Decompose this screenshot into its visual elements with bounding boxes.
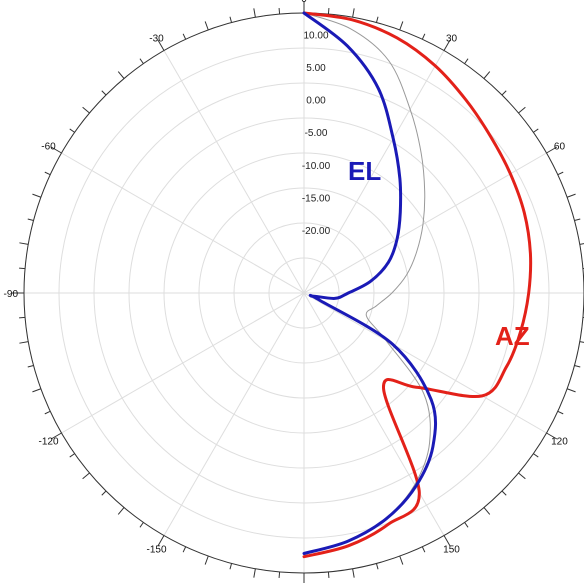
- radial-label: -5.00: [305, 128, 328, 139]
- angle-tick: [139, 522, 144, 528]
- radial-labels: 10.00 5.00 0.00 -5.00 -10.00 -15.00 -20.00: [302, 31, 331, 237]
- angle-tick: [443, 39, 451, 51]
- angle-tick: [574, 364, 581, 368]
- angle-tick: [19, 242, 29, 245]
- angle-tick: [182, 33, 187, 40]
- angle-tick: [557, 410, 564, 415]
- angle-label: 120: [551, 437, 568, 448]
- angle-tick: [229, 16, 233, 23]
- angle-tick: [117, 507, 125, 515]
- radial-label: -20.00: [302, 226, 331, 237]
- angle-tick: [579, 341, 584, 343]
- angle-tick: [421, 546, 426, 553]
- angle-tick: [82, 472, 90, 480]
- angle-tick: [229, 563, 233, 570]
- angle-label: 0: [301, 0, 307, 5]
- angle-label: 30: [446, 34, 458, 45]
- angle-tick: [518, 106, 526, 114]
- angle-tick: [69, 128, 75, 133]
- angle-tick: [352, 8, 355, 18]
- radial-label: 0.00: [306, 96, 326, 107]
- polar-grid: [23, 12, 584, 574]
- angle-label: -90: [4, 289, 19, 300]
- angle-tick: [19, 316, 26, 319]
- angle-labels: 030609120150-180-150-120-90-60-30: [4, 0, 569, 555]
- angle-tick: [182, 546, 187, 553]
- angle-tick: [375, 563, 379, 570]
- angle-tick: [399, 21, 404, 31]
- angle-tick: [327, 571, 330, 578]
- angle-tick: [483, 507, 491, 515]
- angle-label: 150: [443, 544, 460, 555]
- angle-tick: [50, 432, 62, 440]
- angle-tick: [253, 8, 256, 18]
- angle-label: 60: [554, 142, 566, 153]
- angle-tick: [421, 33, 426, 40]
- angle-tick: [32, 193, 42, 198]
- angle-tick: [278, 571, 281, 578]
- series-reference-line: [303, 12, 431, 556]
- angle-label: -150: [146, 544, 166, 555]
- angle-tick: [27, 364, 34, 368]
- angle-label: -30: [149, 34, 164, 45]
- angle-tick: [501, 90, 507, 96]
- angle-tick: [253, 568, 256, 578]
- angle-tick: [399, 555, 404, 565]
- radial-label: -10.00: [302, 161, 331, 172]
- angle-tick: [50, 146, 62, 154]
- angle-tick: [139, 58, 144, 64]
- angle-tick: [579, 243, 584, 245]
- grid-spoke: [163, 50, 445, 536]
- angle-tick: [574, 218, 581, 222]
- angle-tick: [483, 71, 491, 79]
- angle-tick: [464, 58, 469, 64]
- angle-tick: [557, 171, 564, 176]
- angle-tick: [204, 555, 209, 565]
- angle-tick: [82, 106, 90, 114]
- series-label-az: AZ: [495, 321, 530, 351]
- angle-tick: [518, 472, 526, 480]
- angle-tick: [19, 341, 29, 344]
- radial-label: -15.00: [302, 193, 331, 204]
- angle-tick: [157, 39, 165, 51]
- series-label-el: EL: [348, 156, 381, 186]
- angle-tick: [566, 388, 576, 393]
- angle-tick: [101, 90, 107, 96]
- angle-tick: [19, 267, 26, 270]
- angle-tick: [327, 8, 330, 15]
- angle-tick: [157, 535, 165, 547]
- series-lines: [302, 11, 533, 559]
- angle-tick: [117, 71, 125, 79]
- angle-tick: [204, 21, 209, 31]
- angle-tick: [443, 535, 451, 547]
- angle-tick: [32, 388, 42, 393]
- angle-tick: [101, 490, 107, 496]
- radial-label: 10.00: [303, 31, 328, 42]
- angle-tick: [69, 453, 75, 458]
- series-el-line: [302, 11, 438, 555]
- angle-tick: [278, 8, 281, 15]
- angle-tick: [546, 432, 558, 440]
- angle-label: -60: [41, 142, 56, 153]
- radial-label: 5.00: [306, 63, 326, 74]
- angle-tick: [44, 171, 51, 176]
- angle-tick: [375, 16, 379, 23]
- angle-tick: [533, 128, 539, 133]
- series-az-line: [302, 11, 533, 559]
- angle-label: -120: [39, 437, 59, 448]
- angle-tick: [464, 522, 469, 528]
- angle-tick: [352, 568, 355, 578]
- angle-tick: [501, 490, 507, 496]
- angle-tick: [566, 193, 576, 198]
- angle-tick: [44, 410, 51, 415]
- angle-ticks: [12, 1, 584, 583]
- angle-tick: [27, 218, 34, 222]
- angle-tick: [533, 453, 539, 458]
- angle-tick: [546, 146, 558, 154]
